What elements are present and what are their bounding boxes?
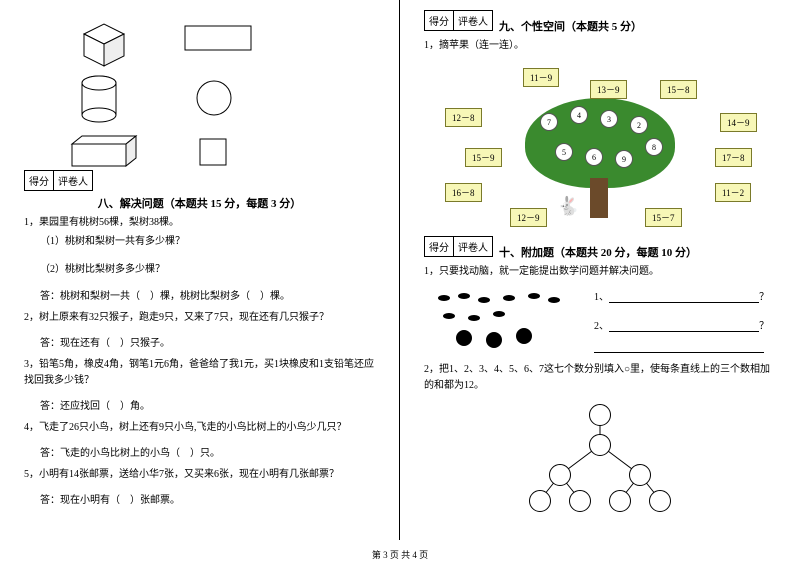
square-shape <box>199 138 229 168</box>
q8-3: 3，铅笔5角，橡皮4角，钢笔1元6角，爸爸给了我1元，买1块橡皮和1支铅笔还应找… <box>24 357 375 389</box>
expr-box: 17－8 <box>715 148 752 167</box>
blank-line <box>594 352 764 353</box>
expr-box: 12－8 <box>445 108 482 127</box>
circle-node <box>589 434 611 456</box>
q8-1a: （1）桃树和梨树一共有多少棵？ <box>40 233 375 251</box>
section-10-header: 得分 评卷人 十、附加题（本题共 20 分，每题 10 分） <box>424 236 776 260</box>
score-cell: 得分 <box>425 237 454 256</box>
qmark: ？ <box>759 321 769 332</box>
blank-label-1: 1、 <box>594 292 609 303</box>
q9-1: 1，摘苹果（连一连）。 <box>424 38 776 54</box>
tree-trunk <box>590 178 608 218</box>
circle-diagram <box>525 400 675 510</box>
circle-node <box>529 490 551 512</box>
expr-box: 15－9 <box>465 148 502 167</box>
circle-node <box>569 490 591 512</box>
apple-node: 6 <box>585 148 603 166</box>
cube-shape <box>74 20 130 70</box>
expr-box: 15－8 <box>660 80 697 99</box>
blank-line <box>609 302 759 303</box>
shapes-figure <box>24 10 375 170</box>
grader-cell: 评卷人 <box>454 11 492 30</box>
expr-box: 16－8 <box>445 183 482 202</box>
q8-1-ans: 答：桃树和梨树一共（ ）棵，桃树比梨树多（ ）棵。 <box>40 287 375 302</box>
expr-box: 15－7 <box>645 208 682 227</box>
rabbit-icon: 🐇 <box>557 196 579 217</box>
circle-node <box>629 464 651 486</box>
circle-node <box>549 464 571 486</box>
page: 得分 评卷人 八、解决问题（本题共 15 分，每题 3 分） 1，果园里有桃树5… <box>0 0 800 540</box>
section-9-header: 得分 评卷人 九、个性空间（本题共 5 分） <box>424 10 776 34</box>
apple-node: 4 <box>570 106 588 124</box>
q8-3-ans: 答：还应找回（ ）角。 <box>40 397 375 412</box>
q8-2-ans: 答：现在还有（ ）只猴子。 <box>40 334 375 349</box>
expr-box: 12－9 <box>510 208 547 227</box>
rectangle-outline <box>184 25 254 53</box>
circle-node <box>589 404 611 426</box>
grader-cell: 评卷人 <box>454 237 492 256</box>
score-table: 得分 评卷人 <box>424 236 493 257</box>
section-9-title: 九、个性空间（本题共 5 分） <box>499 18 642 34</box>
expr-box: 11－9 <box>523 68 559 87</box>
expr-box: 14－9 <box>720 113 757 132</box>
right-column: 得分 评卷人 九、个性空间（本题共 5 分） 1，摘苹果（连一连）。 🐇 12－… <box>400 0 800 540</box>
blank-line <box>609 331 759 332</box>
apple-node: 2 <box>630 116 648 134</box>
section-8-title: 八、解决问题（本题共 15 分，每题 3 分） <box>24 195 375 211</box>
apple-node: 3 <box>600 110 618 128</box>
score-table: 得分 评卷人 <box>424 10 493 31</box>
score-table: 得分 评卷人 <box>24 170 93 191</box>
q8-4: 4，飞走了26只小鸟，树上还有9只小鸟,飞走的小鸟比树上的小鸟少几只？ <box>24 420 375 436</box>
circle-node <box>609 490 631 512</box>
left-column: 得分 评卷人 八、解决问题（本题共 15 分，每题 3 分） 1，果园里有桃树5… <box>0 0 400 540</box>
q10-1: 1，只要找动脑，就一定能提出数学问题并解决问题。 <box>424 264 776 280</box>
blank-answers: 1、 ？ 2、 ？ <box>594 282 776 353</box>
blank-label-2: 2、 <box>594 321 609 332</box>
q8-1b: （2）桃树比梨树多多少棵？ <box>40 261 375 279</box>
section-8-header: 得分 评卷人 <box>24 170 375 191</box>
q8-1: 1，果园里有桃树56棵，梨树38棵。 <box>24 215 375 231</box>
insects-figure <box>424 286 584 356</box>
score-cell: 得分 <box>25 171 54 190</box>
grader-cell: 评卷人 <box>54 171 92 190</box>
q8-2: 2，树上原来有32只猴子，跑走9只，又来了7只，现在还有几只猴子？ <box>24 310 375 326</box>
expr-box: 13－9 <box>590 80 627 99</box>
apple-tree-figure: 🐇 12－8 11－9 13－9 15－8 14－9 15－9 17－8 16－8 12－9 15… <box>435 58 765 228</box>
score-cell: 得分 <box>425 11 454 30</box>
circle-shape <box>194 78 234 118</box>
apple-node: 7 <box>540 113 558 131</box>
q8-5: 5，小明有14张邮票，送给小华7张，又买来6张，现在小明有几张邮票？ <box>24 467 375 483</box>
q8-4-ans: 答：飞走的小鸟比树上的小鸟（ ）只。 <box>40 444 375 459</box>
expr-box: 11－2 <box>715 183 751 202</box>
apple-node: 5 <box>555 143 573 161</box>
q10-2: 2，把1、2、3、4、5、6、7这七个数分别填入○里，使每条直线上的三个数相加的… <box>424 362 776 394</box>
q8-5-ans: 答：现在小明有（ ）张邮票。 <box>40 491 375 506</box>
apple-node: 8 <box>645 138 663 156</box>
apple-node: 9 <box>615 150 633 168</box>
qmark: ？ <box>759 292 769 303</box>
section-10-title: 十、附加题（本题共 20 分，每题 10 分） <box>499 244 697 260</box>
cuboid-shape <box>64 132 144 170</box>
circle-node <box>649 490 671 512</box>
cylinder-shape <box>79 75 119 125</box>
page-footer: 第 3 页 共 4 页 <box>0 548 800 561</box>
